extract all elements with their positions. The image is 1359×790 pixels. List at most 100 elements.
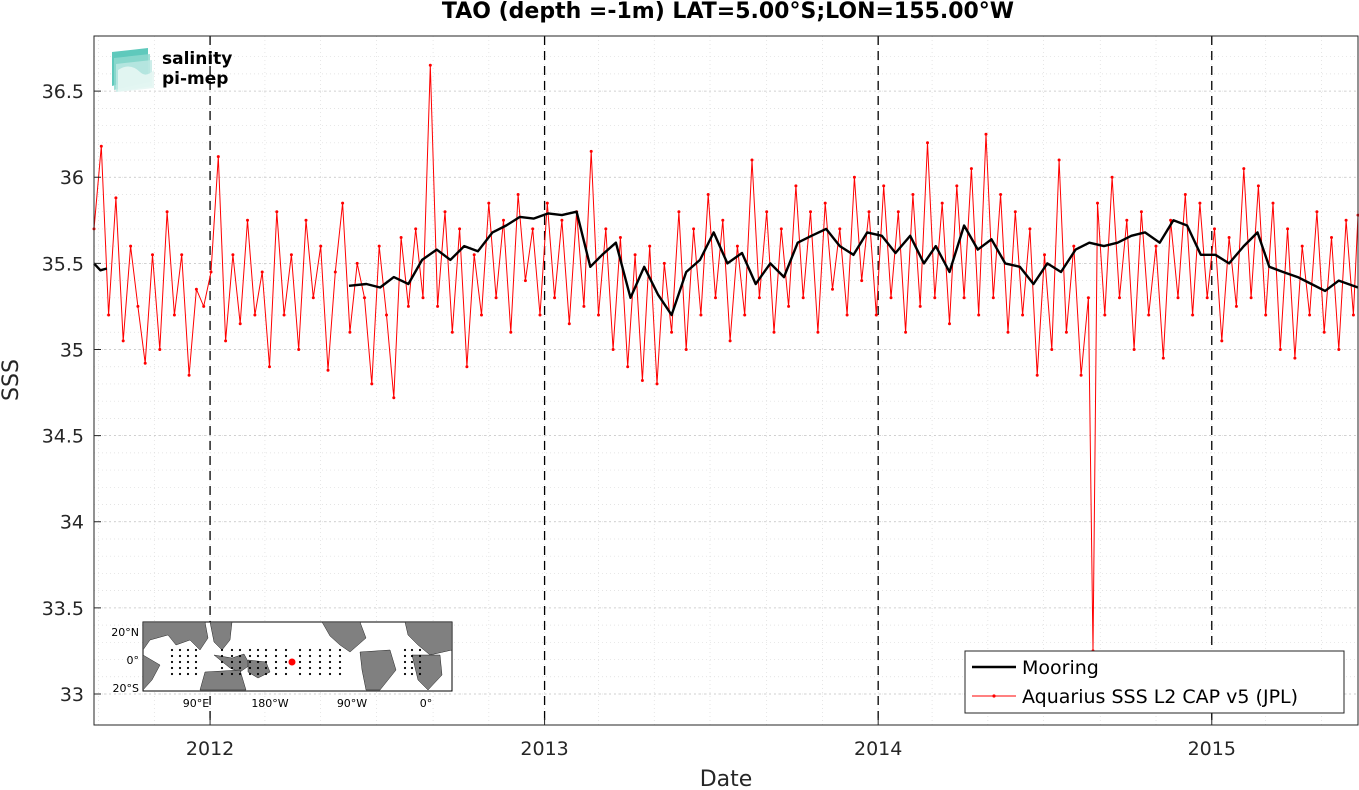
aquarius-point	[860, 279, 863, 282]
aquarius-point	[1155, 245, 1158, 248]
aquarius-point	[714, 296, 717, 299]
inset-mooring-dot	[411, 673, 413, 675]
aquarius-point	[210, 271, 213, 274]
aquarius-point	[312, 296, 315, 299]
inset-mooring-dot	[404, 667, 406, 669]
aquarius-point	[414, 227, 417, 230]
aquarius-point	[1184, 193, 1187, 196]
aquarius-point	[334, 271, 337, 274]
inset-mooring-dot	[187, 673, 189, 675]
aquarius-point	[1272, 202, 1275, 205]
inset-mooring-dot	[221, 649, 223, 651]
inset-mooring-dot	[285, 661, 287, 663]
aquarius-point	[144, 362, 147, 365]
aquarius-point	[458, 227, 461, 230]
aquarius-point	[1308, 314, 1311, 317]
aquarius-point	[648, 245, 651, 248]
aquarius-point	[590, 150, 593, 153]
inset-mooring-dot	[265, 661, 267, 663]
aquarius-point	[890, 296, 893, 299]
logo-text-pimep: pi-mep	[162, 69, 228, 89]
x-axis-ticks: 2012 2013 2014 2015	[186, 718, 1236, 760]
aquarius-point	[1111, 176, 1114, 179]
inset-mooring-dot	[299, 655, 301, 657]
aquarius-point	[582, 305, 585, 308]
aquarius-point	[955, 184, 958, 187]
inset-mooring-dot	[179, 673, 181, 675]
aquarius-point	[202, 305, 205, 308]
aquarius-point	[1147, 314, 1150, 317]
aquarius-point	[1213, 227, 1216, 230]
inset-mooring-dot	[309, 667, 311, 669]
inset-mooring-dot	[257, 667, 259, 669]
inset-mooring-dot	[187, 655, 189, 657]
aquarius-point	[1050, 348, 1053, 351]
inset-mooring-dot	[239, 649, 241, 651]
inset-mooring-dot	[257, 655, 259, 657]
aquarius-point	[758, 296, 761, 299]
inset-mooring-dot	[231, 661, 233, 663]
aquarius-point	[1323, 331, 1326, 334]
aquarius-point	[129, 245, 132, 248]
aquarius-point	[173, 314, 176, 317]
inset-mooring-dot	[239, 673, 241, 675]
inset-mooring-dot	[329, 667, 331, 669]
aquarius-point	[736, 245, 739, 248]
aquarius-point	[809, 210, 812, 213]
aquarius-point	[480, 314, 483, 317]
aquarius-point	[275, 210, 278, 213]
aquarius-point	[1293, 357, 1296, 360]
inset-mooring-dot	[285, 673, 287, 675]
y-axis-label: SSS	[0, 359, 24, 401]
aquarius-point	[963, 296, 966, 299]
aquarius-point	[824, 202, 827, 205]
aquarius-point	[136, 305, 139, 308]
aquarius-point	[816, 331, 819, 334]
inset-mooring-dot	[239, 661, 241, 663]
aquarius-point	[1065, 331, 1068, 334]
salinity-pi-mep-logo: salinity pi-mep	[112, 48, 232, 92]
inset-map: 20°N 0° 20°S 90°E 180°W 90°W 0°	[111, 622, 452, 710]
inset-mooring-dot	[329, 673, 331, 675]
aquarius-point	[151, 253, 154, 256]
inset-mooring-dot	[265, 667, 267, 669]
aquarius-point	[268, 365, 271, 368]
inset-mooring-dot	[404, 673, 406, 675]
aquarius-point	[1096, 202, 1099, 205]
y-tick-label: 35	[60, 339, 84, 361]
aquarius-point	[670, 331, 673, 334]
aquarius-point	[1330, 236, 1333, 239]
inset-mooring-dot	[339, 661, 341, 663]
aquarius-point	[495, 296, 498, 299]
aquarius-point	[217, 155, 220, 158]
aquarius-point	[1118, 296, 1121, 299]
inset-lon-label: 90°E	[183, 697, 209, 710]
inset-mooring-dot	[299, 673, 301, 675]
logo-text-salinity: salinity	[162, 49, 232, 69]
aquarius-point	[356, 262, 359, 265]
aquarius-point	[1125, 219, 1128, 222]
aquarius-point	[685, 348, 688, 351]
aquarius-point	[1021, 314, 1024, 317]
inset-mooring-dot	[309, 649, 311, 651]
inset-mooring-dot	[179, 649, 181, 651]
aquarius-point	[239, 322, 242, 325]
aquarius-point	[1133, 348, 1136, 351]
aquarius-point	[882, 184, 885, 187]
x-tick-label: 2012	[186, 738, 234, 760]
inset-mooring-dot	[171, 661, 173, 663]
inset-mooring-dot	[329, 661, 331, 663]
aquarius-point	[560, 219, 563, 222]
inset-mooring-dot	[275, 655, 277, 657]
aquarius-point	[195, 288, 198, 291]
inset-mooring-dot	[419, 649, 421, 651]
aquarius-point	[751, 159, 754, 162]
aquarius-point	[985, 133, 988, 136]
inset-mooring-dot	[221, 661, 223, 663]
aquarius-point	[568, 322, 571, 325]
aquarius-point	[1220, 339, 1223, 342]
aquarius-point	[370, 382, 373, 385]
aquarius-point	[407, 305, 410, 308]
inset-mooring-dot	[411, 655, 413, 657]
aquarius-point	[363, 296, 366, 299]
